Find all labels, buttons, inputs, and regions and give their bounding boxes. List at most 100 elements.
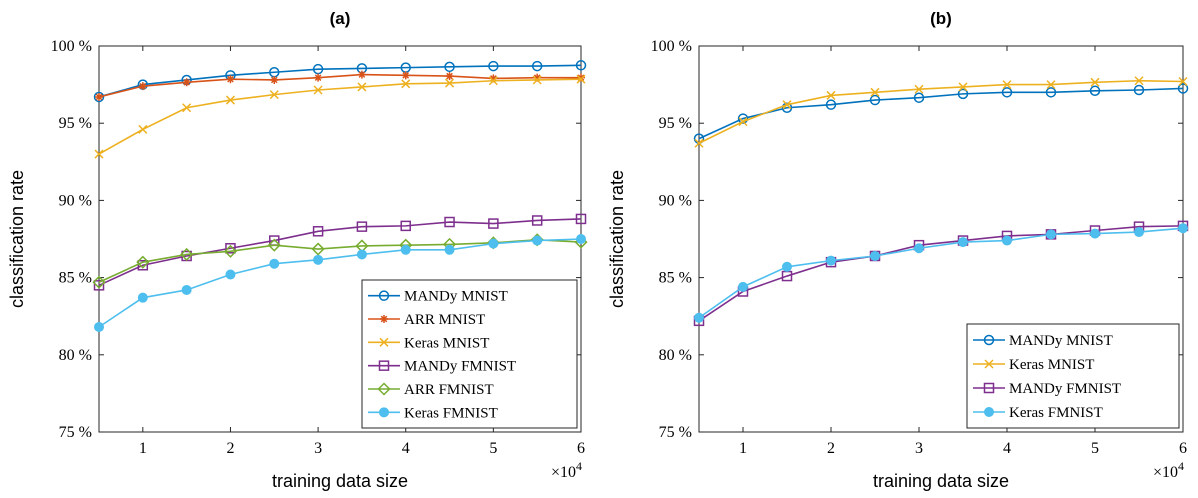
chart-a-title: (a) — [330, 9, 351, 28]
chart-a-data-point — [138, 82, 147, 91]
chart-b-data-point — [825, 99, 837, 110]
chart-b-series-line — [698, 227, 1184, 319]
chart-b-data-point — [870, 250, 880, 261]
chart-a-series-2 — [94, 74, 586, 159]
chart-a-data-point — [313, 254, 324, 265]
chart-a-data-point — [531, 215, 543, 226]
chart-a-data-point — [445, 78, 455, 88]
chart-b-x-tick-label: 2 — [827, 440, 835, 457]
chart-a-series-line — [98, 78, 582, 155]
chart-b-legend-label: Keras FMNIST — [1009, 405, 1103, 421]
chart-b-legend-marker — [984, 407, 994, 417]
chart-a-data-point — [488, 218, 499, 229]
chart-a-y-tick-label: 75 % — [59, 424, 92, 441]
chart-a-y-tick-label: 80 % — [59, 347, 92, 364]
chart-a-data-point — [137, 259, 149, 271]
chart-a-x-tick-label: 5 — [489, 440, 497, 457]
chart-a-data-point — [136, 255, 150, 269]
chart-b-data-point — [781, 102, 793, 114]
chart-b-data-point — [958, 82, 968, 92]
chart-b-x-tick-label: 1 — [739, 440, 747, 457]
chart-b-x-axis-label: training data size — [873, 471, 1009, 491]
chart-a-data-point — [314, 73, 323, 82]
chart-a-x-tick-label: 4 — [402, 440, 410, 457]
chart-a-series-line — [98, 218, 582, 287]
chart-a-data-point — [92, 275, 106, 289]
chart-b-legend-label: MANDy MNIST — [1009, 333, 1113, 349]
chart-b-legend-label: MANDy FMNIST — [1009, 381, 1121, 397]
chart-a-y-axis-label: classification rate — [7, 170, 27, 308]
chart-a-legend-label: Keras MNIST — [404, 335, 489, 351]
chart-a-data-point — [576, 234, 586, 244]
chart-b-y-tick-label: 80 % — [659, 347, 692, 364]
chart-a-legend-label: Keras FMNIST — [404, 405, 498, 421]
chart-a-legend-marker — [378, 290, 390, 301]
chart-a-data-point — [225, 95, 235, 105]
chart-b-series-line — [698, 87, 1184, 140]
chart-a-legend-marker — [377, 382, 391, 396]
chart-a-data-point — [575, 60, 587, 71]
chart-a-y-tick-label: 95 % — [59, 115, 92, 132]
chart-a-data-point — [181, 284, 192, 295]
chart-a-y-tick-label: 100 % — [51, 38, 92, 55]
chart-a-data-point — [401, 71, 410, 80]
chart-b-legend-item: Keras FMNIST — [973, 405, 1103, 421]
chart-b-data-point — [694, 312, 704, 323]
chart-a-series-line — [98, 64, 582, 98]
chart-a-data-point — [267, 238, 281, 252]
chart-b-x-multiplier: ×104 — [1153, 459, 1184, 481]
chart-b-y-axis-label: classification rate — [607, 170, 627, 308]
chart-b-title: (b) — [930, 9, 952, 28]
chart-a-data-point — [445, 72, 454, 81]
chart-b-legend-label: Keras MNIST — [1009, 357, 1094, 373]
chart-a-data-point — [182, 103, 192, 113]
chart-a-data-point — [400, 220, 411, 232]
chart-a-legend-label: MANDy MNIST — [404, 289, 508, 305]
chart-a-legend: MANDy MNIST ARR MNIST Keras MNIST MANDy FMN… — [361, 279, 578, 429]
chart-b-data-point — [1002, 80, 1012, 90]
chart-b-y-tick-label: 100 % — [651, 38, 692, 55]
chart-b-legend-marker — [983, 334, 995, 346]
chart-b-data-point — [826, 255, 836, 266]
chart-a-data-point — [400, 244, 411, 255]
chart-b-data-point — [1178, 76, 1188, 87]
chart-a-data-point — [401, 79, 411, 89]
chart-a-data-point — [225, 269, 236, 280]
chart-a-x-multiplier: ×104 — [551, 459, 582, 481]
chart-a-legend-label: ARR FMNIST — [404, 382, 494, 398]
chart-b-legend-item: Keras MNIST — [973, 357, 1094, 373]
chart-b-data-point — [914, 243, 924, 254]
chart-b-y-tick-label: 85 % — [659, 270, 692, 287]
chart-b-y-tick-label: 90 % — [659, 192, 692, 209]
chart-b-y-tick-label: 75 % — [659, 424, 692, 441]
chart-a-data-point — [576, 74, 586, 84]
chart-b-data-point — [826, 90, 836, 100]
chart-a-data-point — [575, 213, 587, 225]
chart-a-data-point — [444, 244, 455, 255]
chart-a-data-point — [531, 60, 543, 72]
chart-b-data-point — [1177, 83, 1189, 94]
chart-a-data-point — [138, 124, 148, 134]
chart-b-series-3 — [694, 223, 1188, 323]
chart-a-data-point — [356, 249, 367, 260]
chart-a-data-point — [93, 91, 105, 103]
chart-b-series-line — [698, 225, 1184, 322]
chart-b-x-tick-label: 4 — [1003, 440, 1011, 457]
chart-b-x-tick-label: 5 — [1091, 440, 1099, 457]
chart-a-y-tick-label: 90 % — [59, 192, 92, 209]
chart-a-legend-item: ARR MNIST — [368, 312, 485, 328]
chart-b-legend-marker — [983, 382, 995, 394]
chart-a-data-point — [93, 280, 105, 291]
chart-a-data-point — [225, 243, 236, 254]
chart-a-data-point — [356, 221, 368, 232]
chart-a-series-0 — [93, 60, 587, 103]
chart-b-legend: MANDy MNIST Keras MNIST MANDy FMNIST Keras … — [966, 323, 1180, 429]
chart-b-legend-box — [966, 323, 1180, 429]
chart-b-data-point — [738, 117, 748, 127]
chart-b-series-1 — [694, 76, 1188, 148]
chart-b-data-point — [1001, 87, 1013, 98]
chart-b-data-point — [913, 92, 925, 103]
chart-b-data-point — [1178, 223, 1188, 234]
chart-a-legend-marker — [378, 360, 390, 371]
